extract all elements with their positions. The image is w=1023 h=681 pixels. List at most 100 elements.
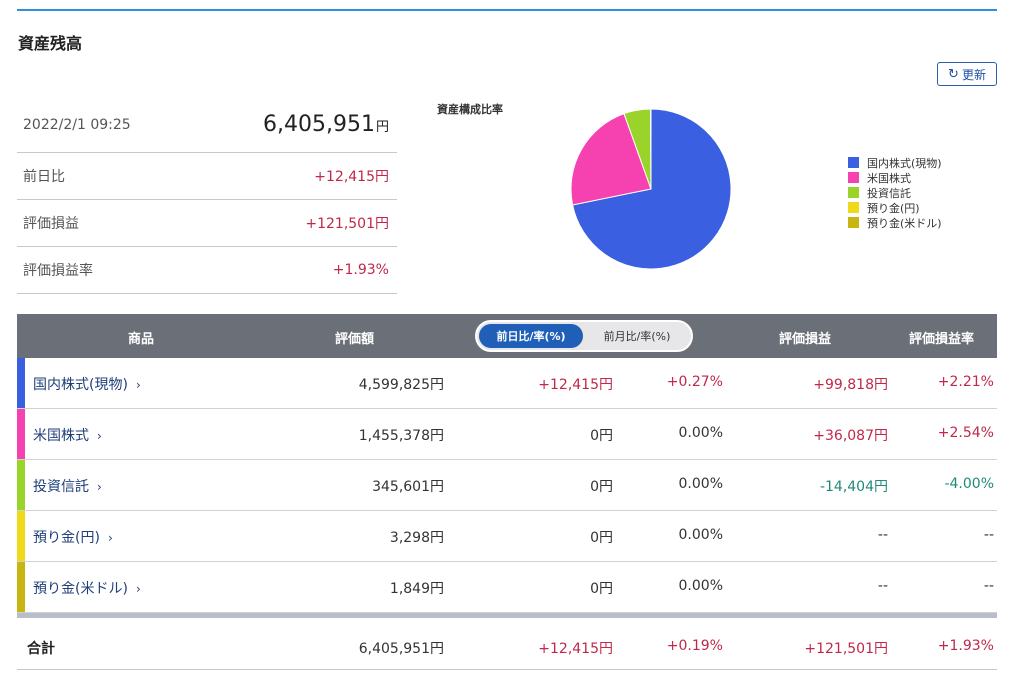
chart-legend: 国内株式(現物) 米国株式 投資信託 預り金(円) 預り金(米ドル) bbox=[848, 155, 942, 230]
total-day-rate: +0.19% bbox=[666, 638, 723, 654]
product-name: 米国株式 bbox=[33, 428, 89, 444]
legend-item: 米国株式 bbox=[848, 170, 942, 185]
gain-cell: +99,818円 bbox=[813, 377, 888, 393]
legend-label: 預り金(円) bbox=[867, 201, 920, 215]
gain-cell: -14,404円 bbox=[819, 479, 888, 495]
pie-slice bbox=[572, 108, 732, 270]
summary-total-value: 6,405,951円 bbox=[263, 112, 389, 137]
gain-cell: +36,087円 bbox=[813, 428, 888, 444]
summary-value: +12,415円 bbox=[314, 169, 389, 185]
total-valuation: 6,405,951円 bbox=[358, 641, 444, 657]
refresh-button[interactable]: ↻ 更新 bbox=[937, 62, 997, 86]
row-color-bar bbox=[17, 460, 25, 510]
gain-rate-cell: +2.21% bbox=[937, 374, 994, 390]
product-name: 国内株式(現物) bbox=[33, 377, 128, 393]
chart-title: 資産構成比率 bbox=[437, 103, 503, 116]
legend-swatch bbox=[848, 157, 859, 168]
valuation-cell: 1,455,378円 bbox=[358, 428, 444, 444]
refresh-label: 更新 bbox=[961, 67, 986, 82]
asset-table: 商品 評価額 前日比/率(%) 前月比/率(%) 評価損益 評価損益率 国内株式… bbox=[17, 314, 997, 670]
summary-label: 評価損益 bbox=[23, 216, 79, 232]
total-value-unit: 円 bbox=[375, 120, 389, 135]
gain-rate-cell: -- bbox=[983, 578, 994, 594]
product-link[interactable]: 米国株式 › bbox=[33, 425, 102, 445]
day-rate-cell: 0.00% bbox=[678, 527, 723, 543]
legend-item: 預り金(円) bbox=[848, 200, 942, 215]
gain-rate-cell: +2.54% bbox=[937, 425, 994, 441]
summary-total-row: 2022/2/1 09:25 6,405,951円 bbox=[17, 97, 397, 153]
valuation-cell: 345,601円 bbox=[372, 479, 444, 495]
total-gain: +121,501円 bbox=[804, 641, 888, 657]
total-value-number: 6,405,951 bbox=[263, 112, 375, 137]
table-header: 商品 評価額 前日比/率(%) 前月比/率(%) 評価損益 評価損益率 bbox=[17, 314, 997, 358]
summary-panel: 2022/2/1 09:25 6,405,951円 前日比 +12,415円 評… bbox=[17, 97, 397, 294]
legend-swatch bbox=[848, 202, 859, 213]
row-color-bar bbox=[17, 358, 25, 408]
refresh-icon: ↻ bbox=[948, 66, 959, 82]
table-row: 国内株式(現物) › 4,599,825円 +12,415円 +0.27% +99,818… bbox=[17, 358, 997, 409]
day-change-cell: 0円 bbox=[590, 428, 613, 444]
day-change-cell: 0円 bbox=[590, 530, 613, 546]
chevron-right-icon: › bbox=[97, 429, 102, 443]
day-change-cell: 0円 bbox=[590, 581, 613, 597]
legend-label: 米国株式 bbox=[867, 171, 911, 185]
product-link[interactable]: 投資信託 › bbox=[33, 476, 102, 496]
gain-cell: -- bbox=[877, 527, 888, 543]
legend-item: 国内株式(現物) bbox=[848, 155, 942, 170]
summary-datetime: 2022/2/1 09:25 bbox=[23, 116, 131, 133]
valuation-cell: 3,298円 bbox=[389, 530, 444, 546]
product-name: 預り金(米ドル) bbox=[33, 581, 128, 597]
day-rate-cell: 0.00% bbox=[678, 476, 723, 492]
legend-swatch bbox=[848, 187, 859, 198]
header-gain: 評価損益 bbox=[779, 332, 832, 347]
day-rate-cell: 0.00% bbox=[678, 578, 723, 594]
table-row: 米国株式 › 1,455,378円 0円 0.00% +36,087円 +2.54% bbox=[17, 409, 997, 460]
change-toggle: 前日比/率(%) 前月比/率(%) bbox=[475, 320, 693, 352]
product-link[interactable]: 国内株式(現物) › bbox=[33, 374, 141, 394]
valuation-cell: 4,599,825円 bbox=[358, 377, 444, 393]
summary-label: 評価損益率 bbox=[23, 263, 93, 279]
day-rate-cell: +0.27% bbox=[666, 374, 723, 390]
table-row: 投資信託 › 345,601円 0円 0.00% -14,404円 -4.00% bbox=[17, 460, 997, 511]
product-name: 投資信託 bbox=[33, 479, 89, 495]
total-day-change: +12,415円 bbox=[538, 641, 613, 657]
summary-row: 前日比 +12,415円 bbox=[17, 153, 397, 200]
day-rate-cell: 0.00% bbox=[678, 425, 723, 441]
row-color-bar bbox=[17, 511, 25, 561]
toggle-day-change[interactable]: 前日比/率(%) bbox=[479, 324, 583, 348]
chevron-right-icon: › bbox=[135, 582, 141, 596]
summary-label: 前日比 bbox=[23, 169, 65, 185]
toggle-month-change[interactable]: 前月比/率(%) bbox=[603, 330, 671, 343]
legend-label: 国内株式(現物) bbox=[867, 156, 942, 170]
product-link[interactable]: 預り金(米ドル) › bbox=[33, 578, 141, 598]
legend-label: 投資信託 bbox=[867, 186, 911, 200]
legend-label: 預り金(米ドル) bbox=[867, 216, 942, 230]
row-color-bar bbox=[17, 562, 25, 612]
legend-swatch bbox=[848, 217, 859, 228]
product-link[interactable]: 預り金(円) › bbox=[33, 527, 113, 547]
day-change-cell: +12,415円 bbox=[538, 377, 613, 393]
valuation-cell: 1,849円 bbox=[389, 581, 444, 597]
chevron-right-icon: › bbox=[97, 480, 102, 494]
header-valuation: 評価額 bbox=[335, 332, 375, 347]
total-separator bbox=[17, 613, 997, 618]
gain-rate-cell: -- bbox=[983, 527, 994, 543]
summary-row: 評価損益 +121,501円 bbox=[17, 200, 397, 247]
header-product: 商品 bbox=[128, 332, 155, 347]
day-change-cell: 0円 bbox=[590, 479, 613, 495]
chevron-right-icon: › bbox=[107, 531, 113, 545]
header-gain-rate: 評価損益率 bbox=[909, 332, 975, 347]
table-row: 預り金(米ドル) › 1,849円 0円 0.00% -- -- bbox=[17, 562, 997, 613]
top-divider bbox=[17, 9, 997, 11]
pie-slice bbox=[570, 113, 652, 206]
legend-item: 投資信託 bbox=[848, 185, 942, 200]
asset-pie-chart bbox=[570, 108, 732, 270]
summary-row: 評価損益率 +1.93% bbox=[17, 247, 397, 294]
summary-value: +1.93% bbox=[332, 262, 389, 278]
page-title: 資産残高 bbox=[18, 34, 83, 53]
legend-item: 預り金(米ドル) bbox=[848, 215, 942, 230]
chevron-right-icon: › bbox=[135, 378, 141, 392]
total-row: 合計 6,405,951円 +12,415円 +0.19% +121,501円 … bbox=[17, 618, 997, 670]
table-row: 預り金(円) › 3,298円 0円 0.00% -- -- bbox=[17, 511, 997, 562]
total-label: 合計 bbox=[27, 641, 55, 657]
